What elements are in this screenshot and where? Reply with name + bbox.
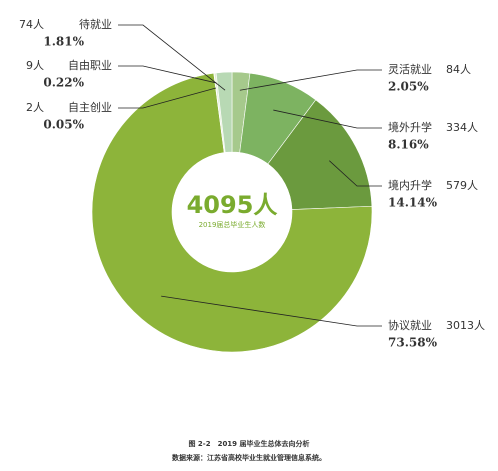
count-label: 3013人 [446, 319, 485, 332]
value-label: 73.58% [388, 336, 438, 350]
leader-line [118, 65, 217, 84]
value-label: 0.22% [43, 76, 84, 90]
count-label: 579人 [446, 179, 478, 192]
figure-caption: 图 2-2 2019 届毕业生总体去向分析 [188, 439, 309, 448]
category-label: 灵活就业 [388, 62, 432, 76]
category-label: 自主创业 [68, 101, 112, 114]
count-label: 2人 [26, 101, 44, 114]
center-caption: 2019届总毕业生人数 [199, 220, 266, 229]
value-label: 8.16% [388, 138, 429, 152]
leader-line [118, 24, 226, 91]
category-label: 待就业 [79, 17, 112, 31]
value-label: 1.81% [43, 35, 84, 49]
center-label: 4095人 [187, 191, 278, 219]
leader-line [239, 69, 382, 91]
leader-line [273, 109, 382, 129]
leader-line [329, 160, 382, 187]
category-label: 协议就业 [388, 318, 432, 332]
leader-line [161, 295, 382, 327]
figure-source: 数据来源：江苏省高校毕业生就业管理信息系统。 [172, 453, 326, 462]
value-label: 0.05% [43, 118, 84, 132]
category-label: 自由职业 [68, 58, 112, 72]
count-label: 84人 [446, 63, 471, 76]
category-label: 境内升学 [388, 178, 432, 192]
leader-line [118, 87, 217, 109]
value-label: 2.05% [388, 80, 429, 94]
category-label: 境外升学 [388, 120, 432, 134]
count-label: 74人 [19, 18, 44, 31]
count-label: 9人 [26, 59, 44, 72]
donut-hole [172, 152, 292, 272]
value-label: 14.14% [388, 196, 438, 210]
count-label: 334人 [446, 121, 478, 134]
